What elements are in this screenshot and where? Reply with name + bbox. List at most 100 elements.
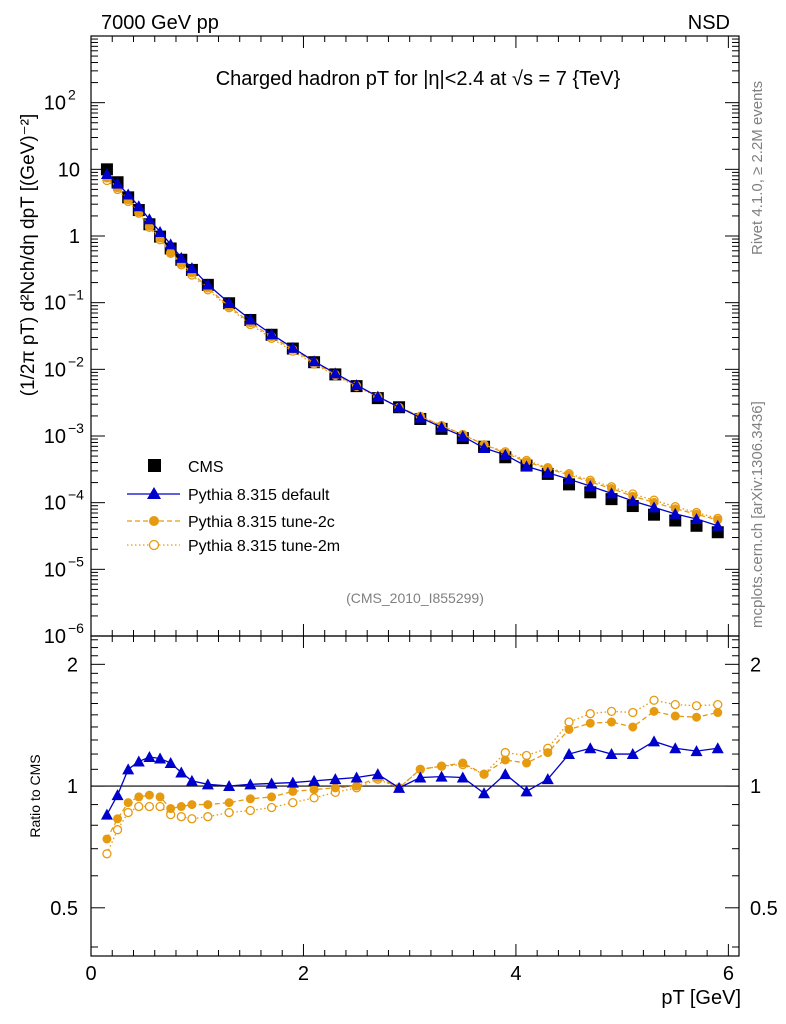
ratio-point-default [711,742,724,754]
ratio-point-tune2c [123,798,133,808]
ratio-y-tick-label-right: 1 [750,776,761,798]
data-point-cms [626,500,639,513]
ratio-point-default [122,763,135,775]
ratio-point-tune2m [102,849,112,859]
ratio-point-tune2m [245,805,255,816]
y-tick-exponent: −5 [68,553,84,569]
ratio-point-default [308,774,321,786]
data-point-default [175,251,188,263]
ratio-point-tune2m [585,709,595,719]
ratio-point-tune2c [309,785,319,795]
ratio-point-default [175,766,188,778]
data-point-default [185,262,198,274]
data-point-default [499,448,512,460]
header-left-label: 7000 GeV pp [101,12,219,34]
data-point-default [541,466,554,478]
data-point-default [265,328,278,340]
legend-marker-default [147,487,161,499]
ratio-point-tune2m [713,699,723,710]
ratio-point-tune2c [102,834,112,844]
ratio-point-tune2c [713,708,723,718]
data-point-default [244,313,257,325]
data-point-default [393,401,406,413]
data-point-default [563,473,576,485]
header-right-label: NSD [688,12,730,34]
ratio-point-default [154,752,167,764]
ratio-point-tune2c [500,755,510,765]
ratio-point-default [669,742,682,754]
ratio-point-default [520,785,533,797]
y-tick-label: 10 [44,559,66,581]
data-point-default [143,213,156,225]
ratio-point-default [132,755,145,767]
y-tick-exponent: −1 [68,287,84,303]
ratio-point-tune2c [543,748,553,758]
legend-marker-cms [148,459,161,472]
ratio-point-default [329,773,342,785]
data-point-default [154,225,167,237]
ratio-point-default [265,777,278,789]
ratio-point-tune2m [521,750,532,761]
ratio-point-default [605,748,618,760]
ratio-point-tune2c [203,800,213,810]
mcplots-source-label: mcplots.cern.ch [arXiv:1306.3436] [749,401,766,628]
ratio-point-tune2m [691,701,702,711]
ratio-point-tune2c [155,792,165,802]
y-tick-exponent: −4 [68,487,84,503]
ratio-point-tune2c [166,804,176,814]
y-axis-title: (1/2π pT) d²Nch/dη dpT [(GeV)⁻²] [18,114,39,397]
ratio-point-default [393,781,406,793]
x-tick-label: 2 [298,963,309,985]
axis-ticks [90,36,739,956]
ratio-point-tune2c [176,802,186,812]
y-tick-exponent: −3 [68,420,84,436]
y-tick-exponent: −6 [68,620,84,636]
ratio-point-default [164,757,177,769]
ratio-y-tick-label-right: 0.5 [750,898,778,920]
ratio-point-tune2m [144,801,155,812]
ratio-point-tune2m [500,747,510,758]
ratio-point-tune2c [607,717,617,727]
ratio-plot-frame [90,635,740,957]
ratio-point-tune2m [203,812,213,822]
data-point-default [350,379,363,391]
data-point-default [164,238,177,250]
x-tick-label: 4 [510,963,521,985]
ratio-point-default [541,773,554,785]
ratio-point-tune2m [564,717,574,727]
ratio-point-tune2m [134,801,144,812]
ratio-point-tune2c [479,769,489,779]
ratio-point-tune2m [187,814,197,824]
ratio-point-default [626,748,639,760]
ratio-point-tune2m [155,801,165,812]
ratio-point-default [456,771,469,783]
ratio-point-tune2c [187,800,197,810]
ratio-point-tune2c [113,814,123,824]
y-tick-exponent: 2 [68,87,76,103]
ratio-line-tune2c [106,710,718,840]
plot-title: Charged hadron pT for |η|<2.4 at √s = 7 … [216,68,621,90]
ratio-point-default [435,770,448,782]
ratio-point-tune2c [437,761,447,771]
data-point-default [286,341,299,353]
ratio-point-tune2c [628,722,638,732]
legend-label-cms: CMS [188,459,224,476]
ratio-point-tune2c [134,792,144,802]
ratio-point-default [201,778,214,790]
ratio-point-default [563,748,576,760]
series-line-tune2m [106,180,718,520]
ratio-point-default [414,771,427,783]
data-point-default [111,177,124,189]
ratio-point-tune2m [266,802,277,813]
ratio-point-tune2c [415,764,425,774]
y-tick-label: 10 [44,293,66,315]
data-point-default [584,480,597,492]
y-tick-label: 10 [44,359,66,381]
data-point-default [414,411,427,423]
ratio-point-tune2c [224,798,234,808]
data-point-default [711,519,724,531]
ratio-point-tune2c [522,758,532,768]
ratio-point-tune2c [330,783,340,793]
